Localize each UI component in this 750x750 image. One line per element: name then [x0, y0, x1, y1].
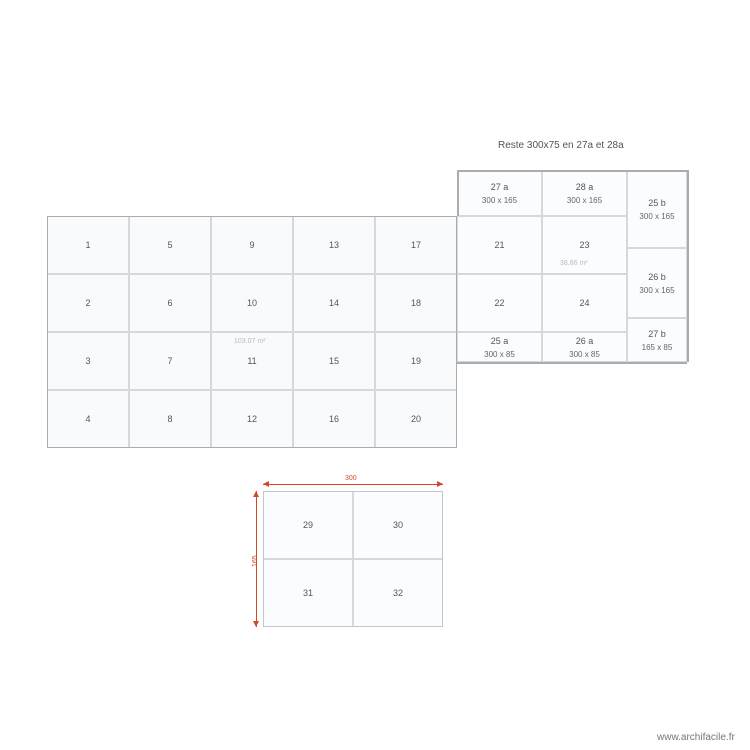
right-cell-25a: 25 a 300 x 85 [457, 332, 542, 362]
cell-label: 22 [494, 298, 504, 308]
credit-text: www.archifacile.fr [657, 732, 735, 743]
right-area-annotation: 38.86 m² [560, 260, 588, 267]
right-cell-25b: 25 b 300 x 165 [627, 170, 687, 248]
cell-sublabel: 300 x 165 [567, 196, 602, 205]
cell-label: 26 b [648, 272, 666, 282]
right-cell-26a: 26 a 300 x 85 [542, 332, 627, 362]
cell-sublabel: 300 x 85 [484, 350, 515, 359]
right-cell-27a: 27 a 300 x 165 [457, 170, 542, 216]
cell-sublabel: 300 x 85 [569, 350, 600, 359]
note-text: Reste 300x75 en 27a et 28a [498, 140, 624, 151]
right-cell-22: 22 [457, 274, 542, 332]
main-block-outline [47, 216, 457, 448]
cell-sublabel: 165 x 85 [642, 343, 673, 352]
dim-arrow-top-left [263, 481, 269, 487]
dim-arrow-left-up [253, 491, 259, 497]
right-cell-26b: 26 b 300 x 165 [627, 248, 687, 318]
dim-arrow-top-right [437, 481, 443, 487]
cell-label: 21 [494, 240, 504, 250]
right-block-outline-seg-2 [457, 362, 687, 364]
right-block-outline-seg-0 [457, 170, 687, 172]
right-cell-21: 21 [457, 216, 542, 274]
main-area-annotation: 103.07 m² [234, 338, 266, 345]
dim-label-top: 300 [345, 475, 357, 482]
cell-sublabel: 300 x 165 [639, 286, 674, 295]
cell-label: 25 b [648, 198, 666, 208]
dim-line-top [263, 484, 443, 485]
right-cell-24: 24 [542, 274, 627, 332]
cell-label: 23 [579, 240, 589, 250]
cell-label: 27 b [648, 329, 666, 339]
cell-label: 27 a [491, 182, 509, 192]
cell-label: 25 a [491, 336, 509, 346]
dim-arrow-left-down [253, 621, 259, 627]
dim-label-left: 165 [252, 555, 259, 567]
cell-label: 26 a [576, 336, 594, 346]
right-block-outline-seg-1 [687, 170, 689, 362]
right-cell-28a: 28 a 300 x 165 [542, 170, 627, 216]
cell-sublabel: 300 x 165 [482, 196, 517, 205]
cell-sublabel: 300 x 165 [639, 212, 674, 221]
right-block-outline-seg-3 [457, 170, 459, 216]
cell-label: 24 [579, 298, 589, 308]
cell-label: 28 a [576, 182, 594, 192]
right-cell-27b: 27 b 165 x 85 [627, 318, 687, 362]
lower-block-outline [263, 491, 443, 627]
